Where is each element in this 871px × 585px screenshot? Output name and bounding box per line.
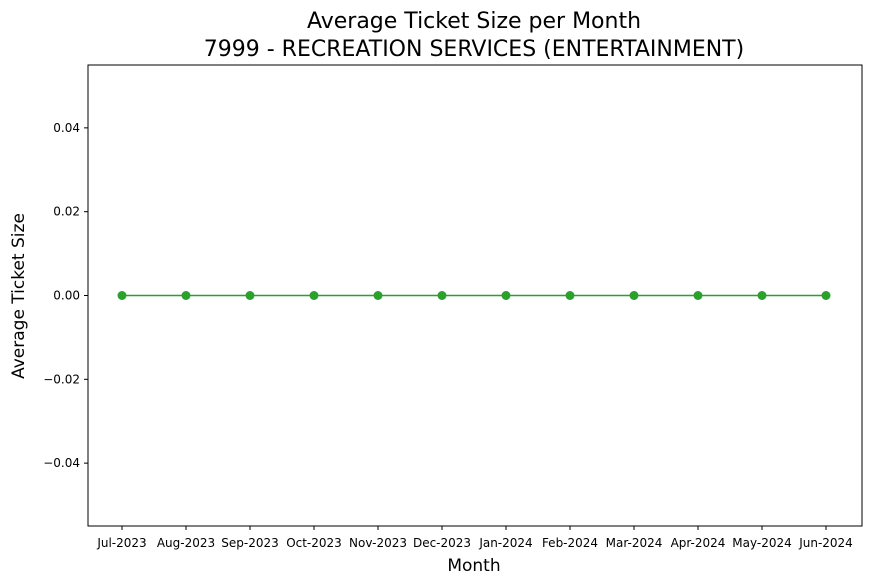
x-tick-label: Feb-2024 (542, 536, 598, 550)
chart-title: Average Ticket Size per Month (307, 9, 641, 34)
x-tick-label: Nov-2023 (349, 536, 407, 550)
x-tick-label: Apr-2024 (671, 536, 726, 550)
data-point (757, 291, 767, 300)
x-tick-label: Oct-2023 (286, 536, 342, 550)
x-tick-label: Jan-2024 (478, 536, 532, 550)
y-axis-label: Average Ticket Size (9, 213, 29, 379)
y-tick-label: 0.00 (53, 289, 80, 303)
x-tick-label: May-2024 (732, 536, 791, 550)
data-point (629, 291, 639, 300)
chart-subtitle: 7999 - RECREATION SERVICES (ENTERTAINMEN… (204, 37, 744, 62)
y-tick-label: 0.04 (53, 121, 80, 135)
data-point (245, 291, 255, 300)
data-point (437, 291, 447, 300)
data-point (181, 291, 191, 300)
x-tick-label: Dec-2023 (413, 536, 471, 550)
x-tick-label: Aug-2023 (157, 536, 215, 550)
data-point (821, 291, 831, 300)
data-point (309, 291, 319, 300)
data-point (693, 291, 703, 300)
y-tick-label: 0.02 (53, 205, 80, 219)
data-point (373, 291, 383, 300)
plot-area: −0.04 −0.02 0.00 0.02 0.04 Jul-2023 Aug-2023 Se… (43, 64, 863, 550)
y-tick-label: −0.02 (43, 372, 80, 386)
x-tick-label: Jun-2024 (798, 536, 853, 550)
data-point (501, 291, 511, 300)
x-tick-label: Sep-2023 (221, 536, 279, 550)
x-tick-label: Jul-2023 (96, 536, 146, 550)
data-point (117, 291, 127, 300)
data-point (565, 291, 575, 300)
x-axis-label: Month (447, 556, 500, 576)
x-tick-label: Mar-2024 (606, 536, 663, 550)
y-tick-label: −0.04 (43, 456, 80, 470)
